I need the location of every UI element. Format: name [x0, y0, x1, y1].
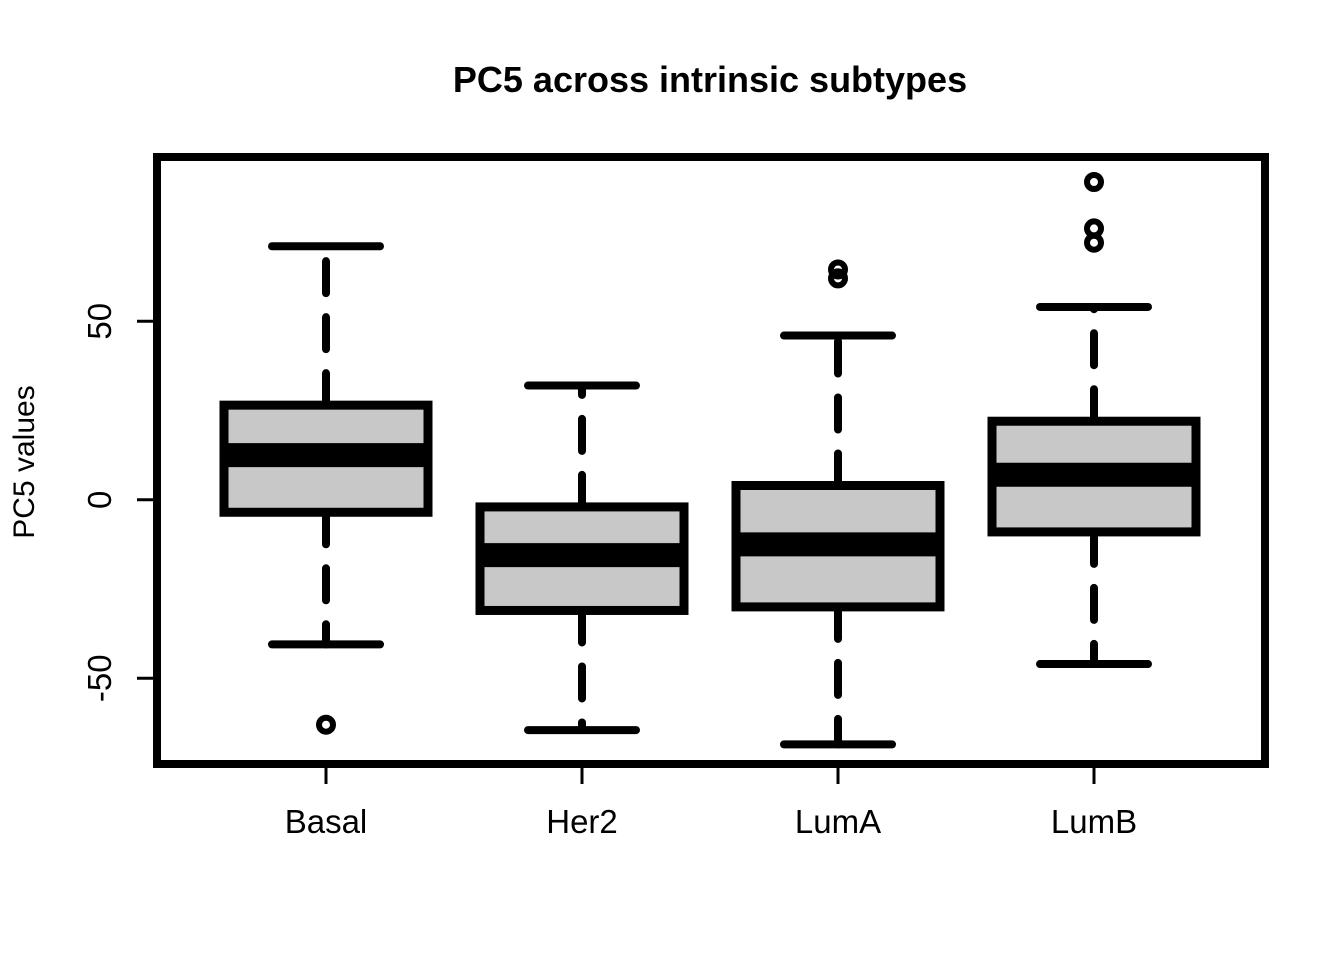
x-tick-label-basal: Basal [285, 803, 368, 840]
outlier-basal-1 [316, 714, 336, 735]
chart-title: PC5 across intrinsic subtypes [453, 59, 967, 100]
outlier-lumb-2 [1084, 218, 1104, 239]
plot-frame [153, 153, 1269, 768]
y-tick-label-2: 50 [81, 303, 118, 340]
x-tick-label-lumb: LumB [1051, 803, 1137, 840]
y-axis-label: PC5 values [8, 385, 41, 538]
outlier-luma-1 [828, 268, 848, 289]
y-tick-label-1: 0 [81, 491, 118, 509]
y-tick-label-0: -50 [81, 654, 118, 702]
x-tick-label-luma: LumA [795, 803, 881, 840]
outlier-luma-2 [828, 259, 848, 280]
x-tick-label-her2: Her2 [546, 803, 618, 840]
outlier-lumb-3 [1084, 171, 1104, 192]
plot-area: Basal Her2 LumA LumB -50 0 50 [81, 153, 1269, 840]
